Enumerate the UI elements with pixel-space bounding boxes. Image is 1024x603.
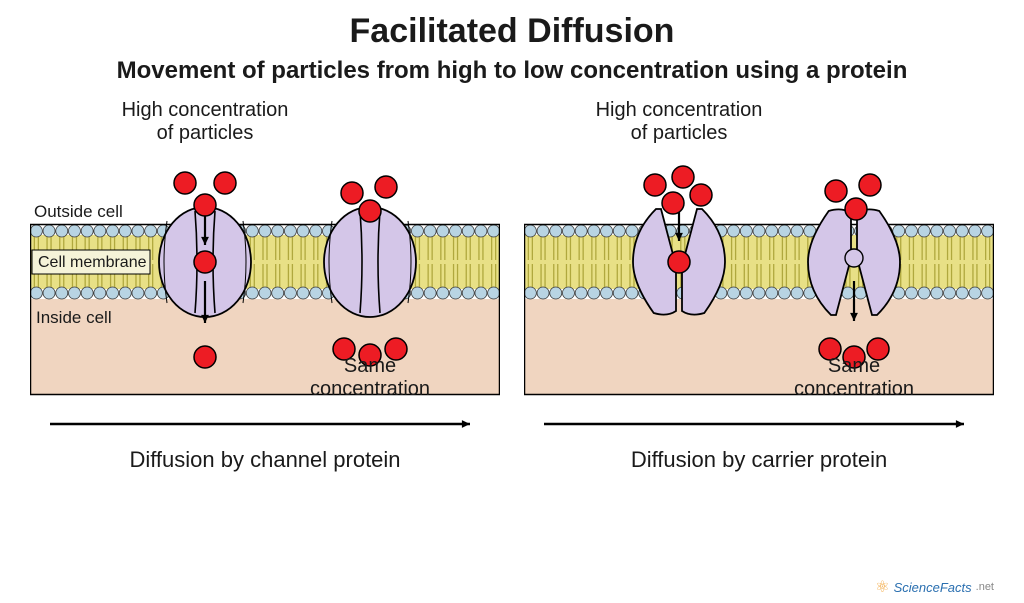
label-high-concentration: High concentrationof particles bbox=[579, 99, 779, 145]
logo-suffix: .net bbox=[976, 581, 994, 593]
panel-carrier: High concentrationof particles Sameconcen… bbox=[524, 95, 994, 473]
progress-arrow bbox=[30, 410, 500, 440]
label-same-concentration: Sameconcentration bbox=[290, 355, 450, 401]
panel-channel: Cell membrane Outside cell Inside cell High… bbox=[30, 95, 500, 473]
progress-arrow bbox=[524, 410, 994, 440]
label-same-concentration: Sameconcentration bbox=[774, 355, 934, 401]
panel-caption: Diffusion by channel protein bbox=[30, 447, 500, 473]
svg-text:Outside cell: Outside cell bbox=[34, 202, 123, 221]
svg-text:Cell membrane: Cell membrane bbox=[38, 254, 147, 271]
svg-text:Inside cell: Inside cell bbox=[36, 308, 112, 327]
main-title: Facilitated Diffusion bbox=[0, 12, 1024, 51]
source-logo: ⚛ ScienceFacts .net bbox=[875, 577, 994, 597]
subtitle: Movement of particles from high to low c… bbox=[0, 57, 1024, 85]
panel-caption: Diffusion by carrier protein bbox=[524, 447, 994, 473]
logo-brand: ScienceFacts bbox=[894, 580, 972, 595]
label-high-concentration: High concentrationof particles bbox=[105, 99, 305, 145]
atom-icon: ⚛ bbox=[875, 577, 889, 597]
panels-row: Cell membrane Outside cell Inside cell High… bbox=[0, 95, 1024, 473]
